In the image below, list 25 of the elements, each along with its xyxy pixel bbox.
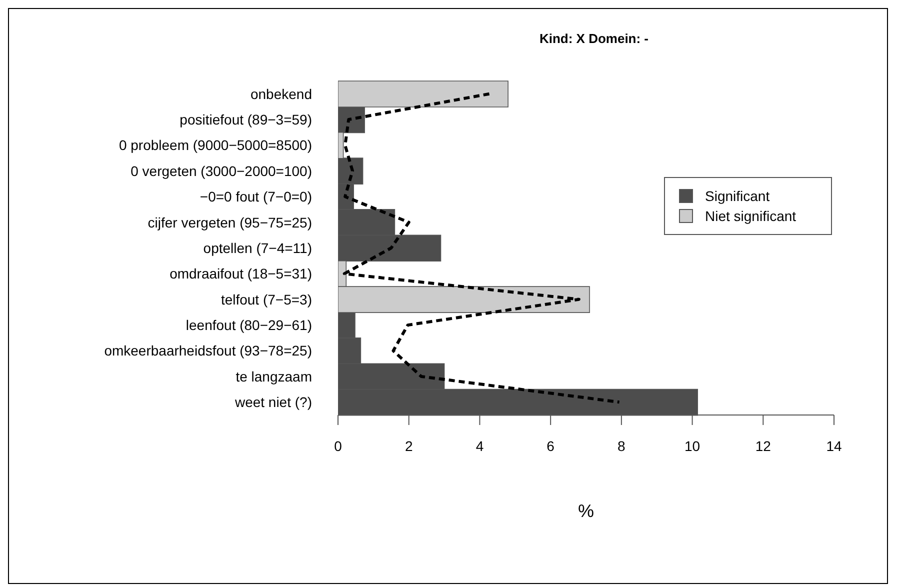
legend-label: Niet significant (705, 207, 796, 226)
y-tick-label: cijfer vergeten (95−75=25) (148, 214, 312, 230)
y-tick-label: telfout (7−5=3) (220, 291, 312, 308)
chart-title: Kind: X Domein: - (538, 31, 650, 46)
y-tick-label: weet niet (?) (234, 394, 312, 410)
y-tick-label: te langzaam (236, 368, 312, 384)
y-tick-label: 0 probleem (9000−5000=8500) (118, 137, 312, 154)
x-tick-label: 14 (826, 438, 842, 454)
x-axis-title: % (578, 501, 594, 521)
x-tick-label: 4 (476, 438, 484, 454)
x-tick-label: 2 (404, 438, 413, 454)
y-tick-label: leenfout (80−29−61) (186, 317, 312, 334)
y-tick-label: 0 vergeten (3000−2000=100) (130, 162, 312, 179)
x-tick-label: 6 (546, 438, 555, 454)
y-tick-label: omkeerbaarheidsfout (93−78=25) (104, 342, 312, 359)
y-tick-label: positiefout (89−3=59) (180, 112, 312, 128)
legend-label: Significant (705, 187, 770, 206)
x-tick-label: 8 (618, 438, 626, 454)
y-tick-label: −0=0 fout (7−0=0) (200, 188, 312, 205)
x-tick-label: 0 (334, 438, 342, 454)
y-tick-label: onbekend (250, 86, 312, 102)
y-tick-label: optellen (7−4=11) (203, 240, 312, 256)
x-tick-label: 10 (684, 438, 700, 454)
x-tick-label: 12 (755, 438, 772, 454)
y-tick-label: omdraaifout (18−5=31) (170, 266, 312, 282)
